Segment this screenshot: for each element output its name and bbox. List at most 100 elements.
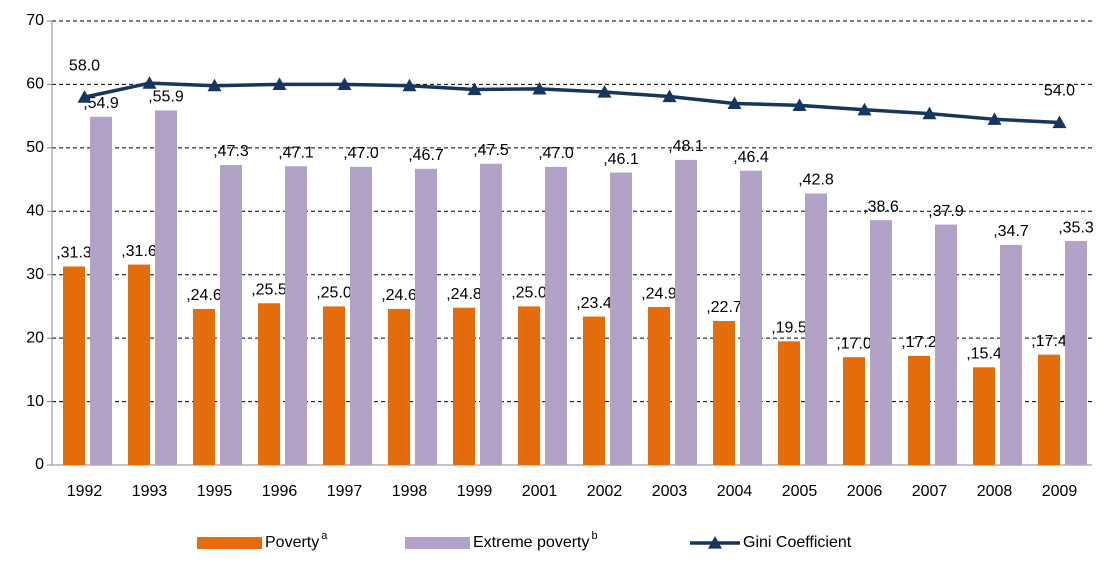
bar — [90, 116, 112, 465]
legend-label: Gini Coefficient — [743, 534, 852, 551]
x-tick-label: 1992 — [67, 483, 103, 500]
bar — [973, 367, 995, 465]
data-label: ,35.3 — [1058, 219, 1094, 236]
bar — [285, 166, 307, 465]
legend-label: Extreme poverty — [473, 534, 589, 551]
x-tick-label: 2009 — [1042, 483, 1078, 500]
x-tick-label: 2007 — [912, 483, 948, 500]
bar — [610, 172, 632, 465]
marker — [727, 96, 742, 110]
marker — [792, 98, 807, 111]
marker — [922, 106, 937, 120]
legend-note: a — [321, 530, 328, 542]
data-label: ,23.4 — [576, 295, 612, 312]
data-label: ,46.1 — [603, 151, 639, 168]
marker — [402, 78, 417, 92]
bar — [648, 307, 670, 465]
legend-swatch — [197, 537, 262, 549]
y-tick-label: 30 — [26, 266, 44, 283]
bar — [545, 166, 567, 465]
bar — [220, 164, 242, 466]
data-label: ,47.5 — [473, 142, 509, 159]
bar — [1038, 354, 1060, 465]
x-tick-label: 1995 — [197, 483, 233, 500]
bar — [908, 355, 930, 465]
x-tick-label: 2006 — [847, 483, 883, 500]
data-label: ,47.1 — [278, 144, 314, 161]
x-tick-label: 1997 — [327, 483, 363, 500]
marker — [1052, 115, 1067, 129]
x-tick-label: 2008 — [977, 483, 1013, 500]
x-tick-label: 2001 — [522, 483, 558, 500]
data-label: 58.0 — [69, 57, 100, 74]
marker — [857, 102, 872, 116]
marker — [987, 112, 1002, 125]
data-label: ,24.6 — [186, 287, 222, 304]
bar — [870, 220, 892, 465]
bar — [1000, 244, 1022, 465]
bar — [323, 306, 345, 465]
data-label: ,31.6 — [121, 243, 157, 260]
line — [84, 81, 1060, 125]
y-tick-label: 10 — [26, 393, 44, 410]
marker — [467, 82, 482, 96]
bar — [453, 307, 475, 465]
data-label: ,47.3 — [213, 143, 249, 160]
y-tick-label: 50 — [26, 139, 44, 156]
data-label: ,24.8 — [446, 286, 482, 303]
data-label: ,31.3 — [56, 245, 92, 262]
bar — [155, 110, 177, 465]
marker — [532, 81, 547, 95]
bar — [480, 163, 502, 465]
y-tick-label: 20 — [26, 329, 44, 346]
bar — [128, 264, 150, 465]
data-label: ,42.8 — [798, 172, 834, 189]
data-label: ,24.6 — [381, 287, 417, 304]
data-label: ,54.9 — [83, 95, 119, 112]
bar — [740, 170, 762, 466]
x-tick-label: 2004 — [717, 483, 753, 500]
marker — [272, 77, 287, 91]
data-label: ,24.9 — [641, 285, 677, 302]
x-tick-label: 1996 — [262, 483, 298, 500]
data-label: ,38.6 — [863, 198, 899, 215]
legend-note: b — [591, 530, 597, 542]
y-tick-label: 0 — [35, 456, 44, 473]
marker — [337, 77, 352, 91]
data-label: ,19.5 — [771, 320, 807, 337]
x-tick-label: 2002 — [587, 483, 623, 500]
data-label: ,46.7 — [408, 147, 444, 164]
x-tick-label: 2005 — [782, 483, 818, 500]
bar — [63, 266, 85, 465]
data-label: ,55.9 — [148, 89, 184, 106]
x-tick-label: 1999 — [457, 483, 493, 500]
bar — [518, 306, 540, 465]
bar — [843, 357, 865, 465]
bar — [388, 308, 410, 465]
y-tick-label: 70 — [26, 12, 44, 29]
legend-label: Poverty — [265, 534, 319, 551]
marker — [662, 89, 677, 103]
data-label: ,37.9 — [928, 203, 964, 220]
marker — [142, 76, 157, 89]
data-label: ,34.7 — [993, 223, 1029, 240]
data-label: ,17.0 — [836, 335, 872, 352]
data-label: ,48.1 — [668, 138, 704, 155]
y-tick-label: 60 — [26, 76, 44, 93]
data-label: 54.0 — [1044, 83, 1075, 100]
data-label: ,47.0 — [343, 145, 379, 162]
x-tick-label: 1998 — [392, 483, 428, 500]
marker — [207, 78, 222, 92]
y-tick-label: 40 — [26, 203, 44, 220]
bar — [713, 321, 735, 465]
data-label: ,25.5 — [251, 281, 287, 298]
data-label: ,15.4 — [966, 346, 1002, 363]
legend-swatch — [405, 537, 470, 549]
x-tick-label: 2003 — [652, 483, 688, 500]
data-label: ,25.0 — [511, 285, 547, 302]
data-label: ,17.2 — [901, 334, 937, 351]
data-label: ,47.0 — [538, 145, 574, 162]
x-tick-label: 1993 — [132, 483, 168, 500]
marker — [77, 90, 92, 103]
